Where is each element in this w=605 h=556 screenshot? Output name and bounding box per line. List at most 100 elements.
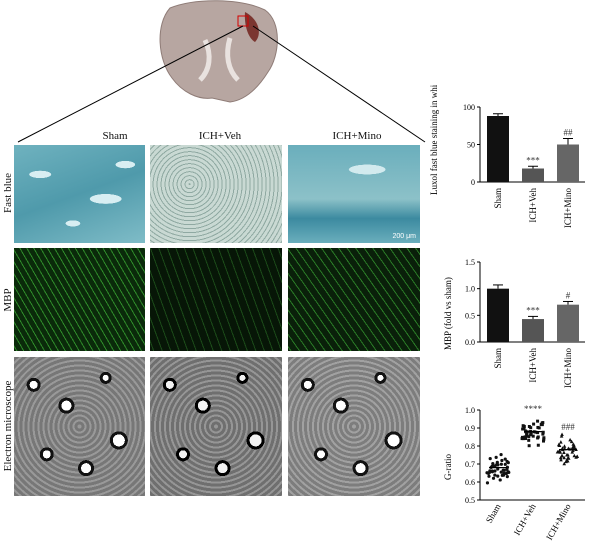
- chart-g-ratio: 0.5 0.6 0.7 0.8 0.9 1.0 Sham **** ICH+Veh ### ICH+…: [443, 404, 585, 542]
- x-tick-label: ICH+Veh: [512, 502, 538, 537]
- em-sham-image: [14, 357, 145, 496]
- data-point: [531, 434, 535, 438]
- data-point: [536, 431, 540, 435]
- data-point: [503, 457, 507, 461]
- data-point: [500, 458, 504, 463]
- y-tick-label: 0.7: [465, 460, 475, 469]
- data-point: [496, 474, 500, 478]
- y-tick-label: 1.0: [465, 406, 475, 415]
- data-point: [495, 460, 499, 464]
- y-tick-label: 100: [463, 103, 475, 112]
- data-point: [560, 446, 565, 450]
- data-point: [562, 455, 566, 460]
- bar-ich-mino: [557, 144, 579, 182]
- data-point: [493, 464, 497, 468]
- data-point: [568, 437, 572, 442]
- y-tick-label: 0.9: [465, 424, 475, 433]
- significance-label: #: [566, 290, 571, 300]
- y-tick-label: 50: [467, 141, 475, 150]
- mbp-ich-mino-image: [288, 248, 420, 351]
- chart1-ylabel: Luxol fast blue staining in white matter…: [429, 85, 439, 195]
- data-point: [503, 462, 507, 466]
- x-tick-label: ICH+Mino: [563, 188, 573, 229]
- x-tick-label: ICH+Veh: [528, 348, 538, 383]
- significance-label: ##: [564, 128, 574, 138]
- x-tick-label: ICH+Mino: [563, 348, 573, 389]
- data-point: [565, 453, 569, 457]
- data-point: [572, 443, 576, 447]
- chart3-ylabel: G-ratio: [443, 454, 453, 480]
- bar-ich-veh: [522, 168, 544, 182]
- x-tick-label: Sham: [493, 188, 503, 209]
- brain-slice-image: [150, 0, 285, 105]
- data-point: [536, 436, 540, 440]
- data-point: [499, 462, 503, 466]
- em-ich-veh-image: [150, 357, 282, 496]
- data-point: [558, 455, 563, 460]
- column-label-ich-veh: ICH+Veh: [198, 130, 242, 142]
- fast-blue-ich-veh-image: [150, 145, 282, 243]
- x-tick-label: ICH+Mino: [544, 502, 573, 542]
- bar-sham: [487, 116, 509, 182]
- data-point: [558, 450, 563, 454]
- data-point: [505, 475, 509, 479]
- fast-blue-sham-image: [14, 145, 145, 243]
- row-label-fast-blue: Fast blue: [2, 172, 14, 214]
- data-point: [542, 439, 546, 443]
- data-point: [562, 444, 567, 448]
- data-point: [527, 425, 531, 429]
- data-point: [491, 476, 496, 480]
- significance-label: ****: [524, 404, 543, 414]
- data-point: [488, 457, 492, 461]
- data-point: [536, 419, 540, 423]
- mbp-sham-image: [14, 248, 145, 351]
- data-point: [571, 445, 576, 449]
- chart2-ylabel: MBP (fold vs sham): [443, 277, 453, 350]
- data-point: [490, 469, 494, 473]
- data-point: [575, 454, 580, 459]
- data-point: [572, 453, 577, 458]
- data-point: [493, 469, 497, 473]
- bar-sham: [487, 288, 509, 342]
- data-point: [486, 471, 491, 475]
- data-point: [505, 459, 509, 464]
- significance-label: ***: [526, 305, 540, 315]
- bar-ich-mino: [557, 304, 579, 342]
- data-point: [559, 457, 563, 462]
- data-point: [524, 437, 528, 441]
- row-label-electron-microscope: Electron microscope: [2, 380, 14, 472]
- data-point: [499, 452, 503, 457]
- mbp-ich-veh-image: [150, 248, 282, 351]
- data-point: [540, 421, 544, 425]
- data-point: [562, 450, 566, 455]
- data-point: [536, 425, 540, 429]
- y-tick-label: 0.5: [465, 496, 475, 505]
- data-point: [493, 473, 497, 477]
- y-tick-label: 0: [471, 178, 475, 187]
- data-point: [523, 435, 527, 439]
- y-tick-label: 0.8: [465, 442, 475, 451]
- data-point: [525, 432, 529, 436]
- y-tick-label: 1.5: [465, 258, 475, 267]
- bar-ich-veh: [522, 319, 544, 342]
- data-point: [494, 455, 498, 459]
- chart-mbp: 0.0 0.5 1.0 1.5 Sham *** ICH+Veh # ICH+Mino MBP …: [443, 258, 585, 389]
- data-point: [501, 468, 505, 472]
- column-label-ich-mino: ICH+Mino: [332, 130, 382, 142]
- data-point: [527, 438, 531, 442]
- data-point: [505, 471, 509, 475]
- column-label-sham: Sham: [102, 130, 128, 142]
- data-point: [485, 481, 490, 485]
- data-point: [521, 437, 525, 441]
- x-tick-label: ICH+Veh: [528, 188, 538, 223]
- data-point: [498, 478, 502, 482]
- data-point: [536, 443, 540, 447]
- significance-label: ###: [561, 422, 575, 432]
- em-ich-mino-image: [288, 357, 420, 496]
- data-point: [491, 462, 495, 466]
- data-point: [560, 454, 565, 458]
- data-point: [527, 444, 531, 448]
- data-point: [565, 459, 570, 463]
- data-point: [555, 450, 560, 454]
